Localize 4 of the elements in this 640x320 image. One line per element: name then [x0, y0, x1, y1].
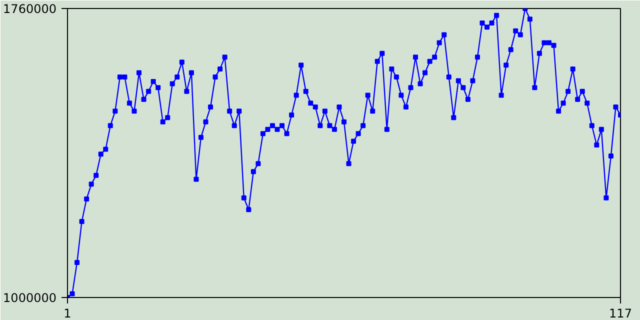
x-tick-label: 117	[609, 306, 632, 320]
y-tick-label: 1760000	[3, 2, 57, 16]
y-tick-label: 1000000	[3, 291, 57, 305]
x-tick-label: 1	[64, 306, 72, 320]
